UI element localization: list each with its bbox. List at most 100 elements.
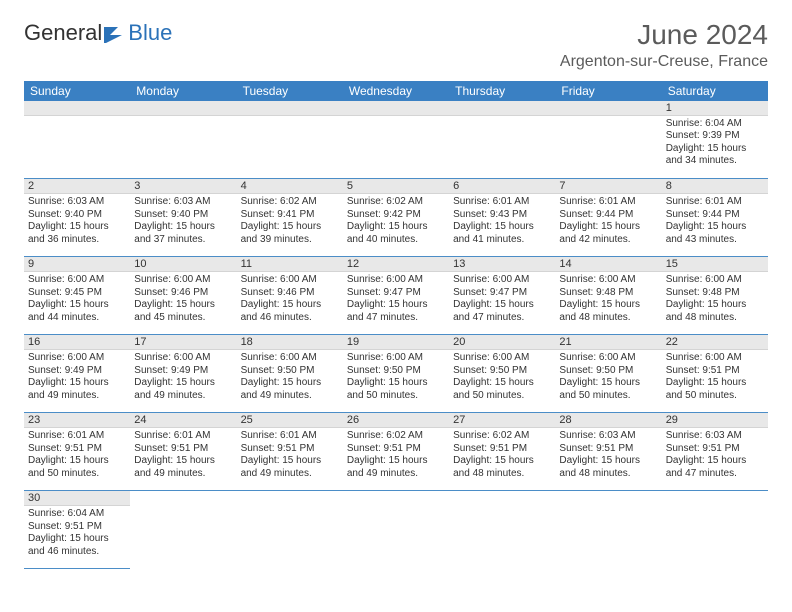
day-number: 30 [24, 491, 130, 506]
daylight-text: Daylight: 15 hours and 49 minutes. [134, 377, 232, 402]
calendar-day-cell: 17Sunrise: 6:00 AMSunset: 9:49 PMDayligh… [130, 335, 236, 413]
day-header: Tuesday [237, 81, 343, 101]
sunrise-text: Sunrise: 6:04 AM [28, 508, 126, 521]
calendar-day-cell: 21Sunrise: 6:00 AMSunset: 9:50 PMDayligh… [555, 335, 661, 413]
daylight-text: Daylight: 15 hours and 44 minutes. [28, 299, 126, 324]
day-body: Sunrise: 6:01 AMSunset: 9:43 PMDaylight:… [449, 194, 555, 248]
empty-day-number [555, 101, 661, 116]
day-body: Sunrise: 6:01 AMSunset: 9:51 PMDaylight:… [237, 428, 343, 482]
daylight-text: Daylight: 15 hours and 50 minutes. [666, 377, 764, 402]
day-body: Sunrise: 6:01 AMSunset: 9:51 PMDaylight:… [24, 428, 130, 482]
day-number: 16 [24, 335, 130, 350]
day-body: Sunrise: 6:00 AMSunset: 9:51 PMDaylight:… [662, 350, 768, 404]
day-body: Sunrise: 6:04 AMSunset: 9:51 PMDaylight:… [24, 506, 130, 560]
calendar-day-cell: 23Sunrise: 6:01 AMSunset: 9:51 PMDayligh… [24, 413, 130, 491]
daylight-text: Daylight: 15 hours and 41 minutes. [453, 221, 551, 246]
calendar-day-cell: 5Sunrise: 6:02 AMSunset: 9:42 PMDaylight… [343, 179, 449, 257]
empty-day-number [449, 101, 555, 116]
calendar-day-cell: 2Sunrise: 6:03 AMSunset: 9:40 PMDaylight… [24, 179, 130, 257]
day-number: 26 [343, 413, 449, 428]
daylight-text: Daylight: 15 hours and 48 minutes. [453, 455, 551, 480]
calendar-week-row: 30Sunrise: 6:04 AMSunset: 9:51 PMDayligh… [24, 491, 768, 569]
header: General Blue June 2024 Argenton-sur-Creu… [24, 20, 768, 71]
day-body: Sunrise: 6:00 AMSunset: 9:48 PMDaylight:… [662, 272, 768, 326]
day-header: Sunday [24, 81, 130, 101]
day-body: Sunrise: 6:02 AMSunset: 9:51 PMDaylight:… [343, 428, 449, 482]
daylight-text: Daylight: 15 hours and 46 minutes. [241, 299, 339, 324]
calendar-day-cell: 15Sunrise: 6:00 AMSunset: 9:48 PMDayligh… [662, 257, 768, 335]
day-body: Sunrise: 6:03 AMSunset: 9:51 PMDaylight:… [555, 428, 661, 482]
sunset-text: Sunset: 9:50 PM [453, 365, 551, 378]
calendar-day-cell: 4Sunrise: 6:02 AMSunset: 9:41 PMDaylight… [237, 179, 343, 257]
calendar-day-cell [555, 491, 661, 569]
logo-text-blue: Blue [128, 20, 172, 46]
sunrise-text: Sunrise: 6:00 AM [134, 274, 232, 287]
day-body: Sunrise: 6:01 AMSunset: 9:51 PMDaylight:… [130, 428, 236, 482]
sunrise-text: Sunrise: 6:02 AM [347, 430, 445, 443]
sunrise-text: Sunrise: 6:03 AM [28, 196, 126, 209]
sunrise-text: Sunrise: 6:00 AM [134, 352, 232, 365]
calendar-week-row: 23Sunrise: 6:01 AMSunset: 9:51 PMDayligh… [24, 413, 768, 491]
day-body: Sunrise: 6:02 AMSunset: 9:42 PMDaylight:… [343, 194, 449, 248]
sunset-text: Sunset: 9:51 PM [28, 521, 126, 534]
calendar-day-cell: 13Sunrise: 6:00 AMSunset: 9:47 PMDayligh… [449, 257, 555, 335]
day-number: 12 [343, 257, 449, 272]
day-header: Wednesday [343, 81, 449, 101]
sunrise-text: Sunrise: 6:00 AM [347, 352, 445, 365]
sunrise-text: Sunrise: 6:00 AM [666, 274, 764, 287]
empty-day-number [24, 101, 130, 116]
day-body: Sunrise: 6:00 AMSunset: 9:47 PMDaylight:… [449, 272, 555, 326]
daylight-text: Daylight: 15 hours and 50 minutes. [453, 377, 551, 402]
daylight-text: Daylight: 15 hours and 43 minutes. [666, 221, 764, 246]
sunrise-text: Sunrise: 6:01 AM [453, 196, 551, 209]
day-number: 11 [237, 257, 343, 272]
logo-text-general: General [24, 20, 102, 46]
calendar-day-cell: 20Sunrise: 6:00 AMSunset: 9:50 PMDayligh… [449, 335, 555, 413]
sunset-text: Sunset: 9:44 PM [666, 209, 764, 222]
day-number: 22 [662, 335, 768, 350]
calendar-day-cell [449, 101, 555, 179]
sunset-text: Sunset: 9:51 PM [28, 443, 126, 456]
day-body: Sunrise: 6:03 AMSunset: 9:51 PMDaylight:… [662, 428, 768, 482]
daylight-text: Daylight: 15 hours and 34 minutes. [666, 143, 764, 168]
calendar-day-cell: 12Sunrise: 6:00 AMSunset: 9:47 PMDayligh… [343, 257, 449, 335]
location: Argenton-sur-Creuse, France [560, 53, 768, 71]
day-number: 5 [343, 179, 449, 194]
sunset-text: Sunset: 9:43 PM [453, 209, 551, 222]
calendar-day-cell: 27Sunrise: 6:02 AMSunset: 9:51 PMDayligh… [449, 413, 555, 491]
day-header-row: Sunday Monday Tuesday Wednesday Thursday… [24, 81, 768, 101]
day-number: 2 [24, 179, 130, 194]
daylight-text: Daylight: 15 hours and 48 minutes. [666, 299, 764, 324]
day-body: Sunrise: 6:00 AMSunset: 9:49 PMDaylight:… [130, 350, 236, 404]
sunrise-text: Sunrise: 6:00 AM [241, 274, 339, 287]
sunset-text: Sunset: 9:40 PM [28, 209, 126, 222]
sunset-text: Sunset: 9:51 PM [241, 443, 339, 456]
sunrise-text: Sunrise: 6:03 AM [666, 430, 764, 443]
sunset-text: Sunset: 9:41 PM [241, 209, 339, 222]
day-number: 25 [237, 413, 343, 428]
daylight-text: Daylight: 15 hours and 45 minutes. [134, 299, 232, 324]
day-body: Sunrise: 6:00 AMSunset: 9:45 PMDaylight:… [24, 272, 130, 326]
logo-flag-icon [104, 25, 126, 43]
calendar-day-cell: 19Sunrise: 6:00 AMSunset: 9:50 PMDayligh… [343, 335, 449, 413]
calendar-table: Sunday Monday Tuesday Wednesday Thursday… [24, 81, 768, 570]
daylight-text: Daylight: 15 hours and 49 minutes. [28, 377, 126, 402]
daylight-text: Daylight: 15 hours and 37 minutes. [134, 221, 232, 246]
sunset-text: Sunset: 9:51 PM [666, 365, 764, 378]
calendar-day-cell [237, 491, 343, 569]
day-number: 24 [130, 413, 236, 428]
sunset-text: Sunset: 9:48 PM [666, 287, 764, 300]
day-body: Sunrise: 6:00 AMSunset: 9:46 PMDaylight:… [130, 272, 236, 326]
day-number: 20 [449, 335, 555, 350]
calendar-week-row: 2Sunrise: 6:03 AMSunset: 9:40 PMDaylight… [24, 179, 768, 257]
day-body: Sunrise: 6:00 AMSunset: 9:50 PMDaylight:… [343, 350, 449, 404]
sunset-text: Sunset: 9:39 PM [666, 130, 764, 143]
calendar-day-cell: 18Sunrise: 6:00 AMSunset: 9:50 PMDayligh… [237, 335, 343, 413]
day-body: Sunrise: 6:00 AMSunset: 9:46 PMDaylight:… [237, 272, 343, 326]
sunset-text: Sunset: 9:40 PM [134, 209, 232, 222]
day-number: 10 [130, 257, 236, 272]
sunrise-text: Sunrise: 6:01 AM [134, 430, 232, 443]
calendar-week-row: 16Sunrise: 6:00 AMSunset: 9:49 PMDayligh… [24, 335, 768, 413]
day-number: 18 [237, 335, 343, 350]
day-body: Sunrise: 6:03 AMSunset: 9:40 PMDaylight:… [130, 194, 236, 248]
